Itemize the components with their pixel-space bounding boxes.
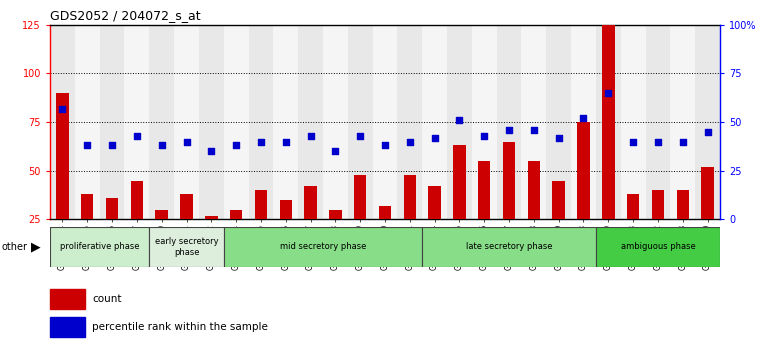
Bar: [428, 186, 440, 219]
Bar: [199, 25, 224, 219]
Bar: [447, 25, 472, 219]
Point: [527, 127, 540, 133]
Bar: [56, 93, 69, 219]
Point: [578, 115, 590, 121]
Bar: [422, 25, 447, 219]
Bar: [149, 25, 174, 219]
Point: [205, 149, 217, 154]
Bar: [645, 25, 671, 219]
Bar: [50, 227, 149, 267]
Bar: [373, 25, 397, 219]
Bar: [75, 25, 99, 219]
Point: [454, 118, 466, 123]
Text: early secretory
phase: early secretory phase: [155, 237, 219, 257]
Bar: [478, 161, 490, 219]
Bar: [156, 210, 168, 219]
Point: [553, 135, 565, 141]
Bar: [180, 194, 192, 219]
Bar: [695, 25, 720, 219]
Bar: [578, 122, 590, 219]
Bar: [249, 25, 273, 219]
Point: [478, 133, 490, 138]
Bar: [280, 200, 292, 219]
Bar: [621, 25, 645, 219]
Bar: [304, 186, 316, 219]
Bar: [454, 145, 466, 219]
Bar: [125, 25, 149, 219]
Text: mid secretory phase: mid secretory phase: [280, 242, 367, 251]
Text: percentile rank within the sample: percentile rank within the sample: [92, 322, 268, 332]
Point: [330, 149, 342, 154]
Bar: [354, 175, 367, 219]
Point: [503, 127, 515, 133]
Bar: [677, 190, 689, 219]
Bar: [497, 25, 521, 219]
Point: [280, 139, 292, 144]
Bar: [403, 175, 416, 219]
Bar: [553, 181, 565, 219]
Point: [627, 139, 639, 144]
Bar: [255, 190, 267, 219]
Bar: [596, 227, 720, 267]
Bar: [50, 289, 85, 309]
Bar: [298, 25, 323, 219]
Point: [379, 143, 391, 148]
Bar: [224, 227, 422, 267]
Bar: [472, 25, 497, 219]
Bar: [527, 161, 540, 219]
Point: [428, 135, 440, 141]
Bar: [546, 25, 571, 219]
Bar: [503, 142, 515, 219]
Text: proliferative phase: proliferative phase: [60, 242, 139, 251]
Bar: [131, 181, 143, 219]
Point: [651, 139, 664, 144]
Bar: [273, 25, 298, 219]
Bar: [348, 25, 373, 219]
Bar: [50, 25, 75, 219]
Point: [56, 105, 69, 111]
Text: ▶: ▶: [31, 240, 40, 253]
Bar: [671, 25, 695, 219]
Text: ambiguous phase: ambiguous phase: [621, 242, 695, 251]
Bar: [330, 210, 342, 219]
Point: [156, 143, 168, 148]
Point: [255, 139, 267, 144]
Point: [81, 143, 93, 148]
Bar: [106, 198, 119, 219]
Point: [230, 143, 243, 148]
Point: [602, 90, 614, 96]
Bar: [651, 190, 664, 219]
Bar: [205, 216, 218, 219]
Text: GDS2052 / 204072_s_at: GDS2052 / 204072_s_at: [50, 9, 201, 22]
Bar: [422, 227, 596, 267]
Bar: [379, 206, 391, 219]
Bar: [521, 25, 546, 219]
Bar: [571, 25, 596, 219]
Point: [354, 133, 367, 138]
Text: count: count: [92, 294, 122, 304]
Text: other: other: [2, 242, 28, 252]
Bar: [596, 25, 621, 219]
Point: [106, 143, 119, 148]
Bar: [224, 25, 249, 219]
Bar: [81, 194, 93, 219]
Point: [701, 129, 714, 135]
Bar: [701, 167, 714, 219]
Point: [304, 133, 316, 138]
Point: [403, 139, 416, 144]
Point: [677, 139, 689, 144]
Bar: [602, 25, 614, 219]
Bar: [627, 194, 639, 219]
Bar: [397, 25, 422, 219]
Bar: [50, 317, 85, 337]
Bar: [149, 227, 224, 267]
Bar: [323, 25, 348, 219]
Point: [180, 139, 192, 144]
Bar: [99, 25, 125, 219]
Text: late secretory phase: late secretory phase: [466, 242, 552, 251]
Bar: [174, 25, 199, 219]
Point: [131, 133, 143, 138]
Bar: [230, 210, 243, 219]
